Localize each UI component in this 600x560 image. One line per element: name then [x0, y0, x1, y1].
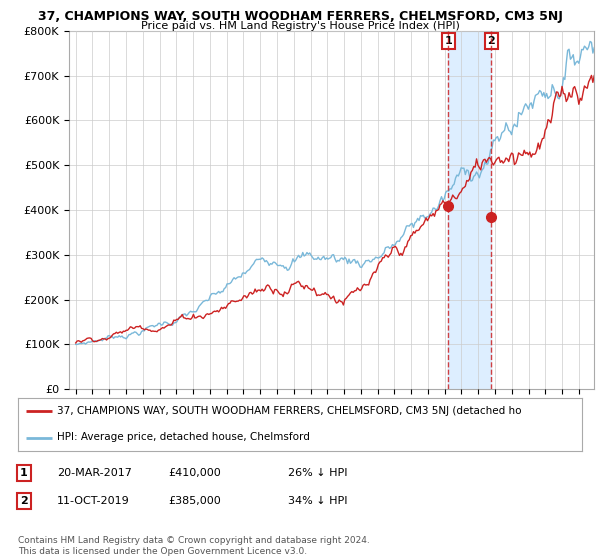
Text: 26% ↓ HPI: 26% ↓ HPI — [288, 468, 347, 478]
Text: Contains HM Land Registry data © Crown copyright and database right 2024.
This d: Contains HM Land Registry data © Crown c… — [18, 536, 370, 556]
Text: 2: 2 — [20, 496, 28, 506]
Text: 11-OCT-2019: 11-OCT-2019 — [57, 496, 130, 506]
Bar — [448, 31, 491, 389]
Text: 37, CHAMPIONS WAY, SOUTH WOODHAM FERRERS, CHELMSFORD, CM3 5NJ (detached ho: 37, CHAMPIONS WAY, SOUTH WOODHAM FERRERS… — [58, 406, 522, 416]
Text: 1: 1 — [445, 36, 452, 46]
Text: HPI: Average price, detached house, Chelmsford: HPI: Average price, detached house, Chel… — [58, 432, 310, 442]
Text: 34% ↓ HPI: 34% ↓ HPI — [288, 496, 347, 506]
Text: 20-MAR-2017: 20-MAR-2017 — [57, 468, 132, 478]
Text: £410,000: £410,000 — [168, 468, 221, 478]
Text: 37, CHAMPIONS WAY, SOUTH WOODHAM FERRERS, CHELMSFORD, CM3 5NJ: 37, CHAMPIONS WAY, SOUTH WOODHAM FERRERS… — [38, 10, 562, 23]
Text: Price paid vs. HM Land Registry's House Price Index (HPI): Price paid vs. HM Land Registry's House … — [140, 21, 460, 31]
Text: 2: 2 — [487, 36, 495, 46]
Text: 1: 1 — [20, 468, 28, 478]
Text: £385,000: £385,000 — [168, 496, 221, 506]
